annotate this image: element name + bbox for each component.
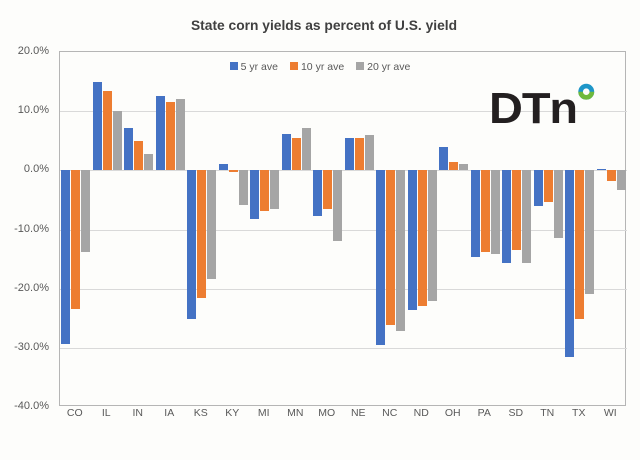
svg-text:DTn: DTn xyxy=(489,84,577,133)
